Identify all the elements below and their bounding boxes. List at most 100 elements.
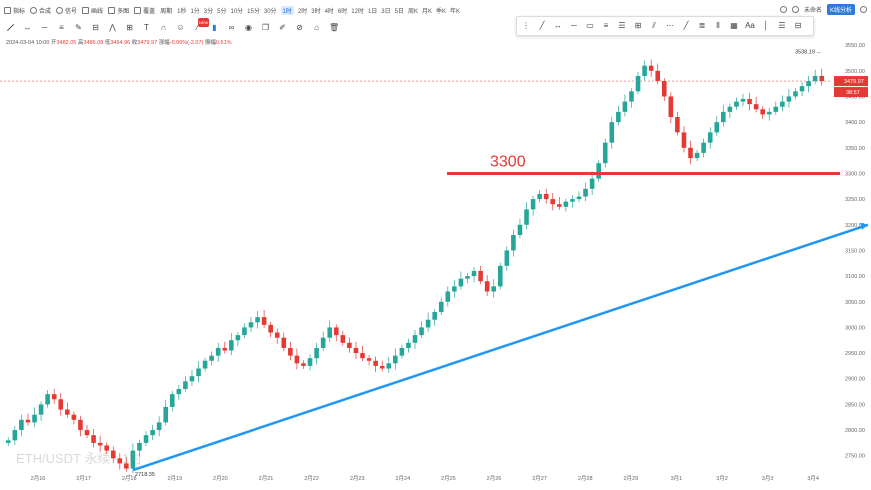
interval-5m[interactable]: 5分 <box>217 8 227 15</box>
ray-icon[interactable]: ↔ <box>554 21 562 30</box>
candle-body <box>301 363 306 366</box>
interval-1s[interactable]: 1秒 <box>177 8 187 15</box>
interval-3d[interactable]: 3日 <box>381 8 391 15</box>
eye-icon[interactable]: ◉ <box>245 23 252 32</box>
diagonal-icon[interactable]: ╱ <box>683 21 689 30</box>
interval-10m[interactable]: 10分 <box>230 8 244 15</box>
dotted-line-icon[interactable]: ⋯ <box>666 21 674 30</box>
compose-button[interactable]: 合成 <box>30 6 51 15</box>
candle-body <box>478 270 483 282</box>
candle-body <box>721 111 726 123</box>
period-button[interactable]: 周期 <box>160 6 172 15</box>
indicator-button[interactable]: 指标 <box>4 6 25 15</box>
pattern-tool-icon[interactable]: ⋀ <box>109 23 116 32</box>
fib-icon[interactable]: ☰ <box>618 21 626 30</box>
line-icon[interactable]: ╱ <box>539 21 545 30</box>
price-tag-label: 3479.97 <box>844 79 864 85</box>
share-icon[interactable] <box>860 6 867 13</box>
multi-chart-label: 多图 <box>117 8 130 15</box>
draw-button[interactable]: 画线 <box>82 6 103 15</box>
candle-body <box>117 458 123 464</box>
settings-icon[interactable] <box>791 6 799 13</box>
table-icon[interactable]: ▦ <box>730 21 738 30</box>
candle-body <box>45 394 50 405</box>
candle-body <box>333 327 339 336</box>
x-tick-label: 2月28 <box>578 475 593 482</box>
x-tick-label: 2月16 <box>31 475 46 482</box>
interval-1d[interactable]: 1日 <box>367 8 378 15</box>
parallel-channel-icon[interactable]: ⫽ <box>652 21 656 30</box>
link-icon[interactable]: ∞ <box>228 23 235 32</box>
emoji-tool-icon[interactable]: ☺ <box>176 23 185 32</box>
lock-icon[interactable]: ⌂ <box>314 23 319 32</box>
magnet-tool-icon[interactable]: ∩ <box>160 23 167 32</box>
interval-4h[interactable]: 4时 <box>324 8 334 15</box>
interval-5d[interactable]: 5日 <box>394 8 404 15</box>
interval-1h[interactable]: 1时 <box>280 5 294 15</box>
edit-icon[interactable]: ✐ <box>279 23 286 32</box>
ray-tool-icon[interactable]: ↔ <box>23 23 32 32</box>
trash-icon[interactable]: 🗑 <box>329 23 340 32</box>
interval-12h[interactable]: 12时 <box>351 8 364 15</box>
hline-tool-icon[interactable]: ─ <box>41 23 48 32</box>
levels-icon[interactable]: ☰ <box>778 21 786 30</box>
interval-15m[interactable]: 15分 <box>247 8 260 15</box>
candle-body <box>294 355 300 364</box>
interval-3m[interactable]: 3分 <box>203 8 214 15</box>
brush-tool-icon[interactable]: ⁄ NEW <box>196 18 210 32</box>
candle-body <box>753 104 759 110</box>
candle-body <box>445 291 451 302</box>
candle-body <box>609 122 615 143</box>
candle-body <box>209 355 214 361</box>
interval-month[interactable]: 月K <box>422 8 433 15</box>
interval-30m[interactable]: 30分 <box>263 8 277 15</box>
font-icon[interactable]: Aa <box>745 21 755 30</box>
candle-body <box>353 347 359 354</box>
multi-chart-button[interactable]: 多图 <box>108 6 129 15</box>
kline-analysis-button[interactable]: K线分析 <box>826 4 855 15</box>
candle-body <box>727 106 733 112</box>
interval-week[interactable]: 周K <box>407 8 418 15</box>
price-chart[interactable]: 2750.00 2800.00 2850.00 2900.00 2950.00 3000.… <box>0 36 871 490</box>
grid-tool-icon[interactable]: ⊞ <box>634 21 642 30</box>
text-tool-icon[interactable]: T <box>144 23 149 32</box>
hide-icon[interactable]: ⊘ <box>296 23 303 32</box>
interval-6h[interactable]: 6时 <box>337 8 348 15</box>
fib-tool-icon[interactable]: ⊟ <box>92 23 99 32</box>
candle-body <box>819 75 825 82</box>
parallel-icon[interactable]: ≡ <box>603 21 609 30</box>
candle-body <box>524 209 529 225</box>
hlines-icon[interactable]: ≣ <box>698 21 706 30</box>
y-tick-label: 3050.00 <box>845 300 865 306</box>
pen-tool-icon[interactable]: ✎ <box>75 23 82 32</box>
more-icon[interactable]: ⊟ <box>794 21 802 30</box>
overlay-button[interactable]: 覆盖 <box>134 6 155 15</box>
interval-1m[interactable]: 1分 <box>190 8 200 15</box>
candle-body <box>760 109 765 115</box>
interval-3h[interactable]: 3时 <box>311 8 321 15</box>
candle-body <box>412 335 418 343</box>
interval-quarter[interactable]: 季K <box>436 8 447 15</box>
drag-handle-icon[interactable]: ⋮ <box>522 21 530 30</box>
grid-icon <box>108 6 116 14</box>
y-tick-label: 3150.00 <box>845 248 865 254</box>
x-tick-label: 2月19 <box>167 475 182 482</box>
measure-tool-icon[interactable]: ⊞ <box>126 23 133 32</box>
interval-2h[interactable]: 2时 <box>297 8 308 15</box>
layout-name[interactable]: 未命名 <box>803 8 822 14</box>
candle-body <box>694 152 700 159</box>
candle-body <box>288 347 293 356</box>
vlines-icon[interactable]: ⦀ <box>716 21 720 30</box>
channel-tool-icon[interactable]: ≡ <box>59 23 64 32</box>
candle-body <box>766 111 772 115</box>
vertical-line-icon[interactable]: │ <box>763 21 769 30</box>
signal-button[interactable]: 信号 <box>56 6 77 15</box>
screenshot-icon[interactable] <box>779 6 787 13</box>
trendline-tool-icon[interactable] <box>6 23 15 32</box>
copy-icon[interactable]: ❐ <box>261 23 270 32</box>
bookmark-icon[interactable]: ▮ <box>212 23 217 32</box>
interval-year[interactable]: 年K <box>450 8 461 15</box>
close-value: 3479.97 <box>137 40 158 46</box>
extended-line-icon[interactable]: ─ <box>571 21 577 30</box>
rectangle-icon[interactable]: ▭ <box>586 21 594 30</box>
